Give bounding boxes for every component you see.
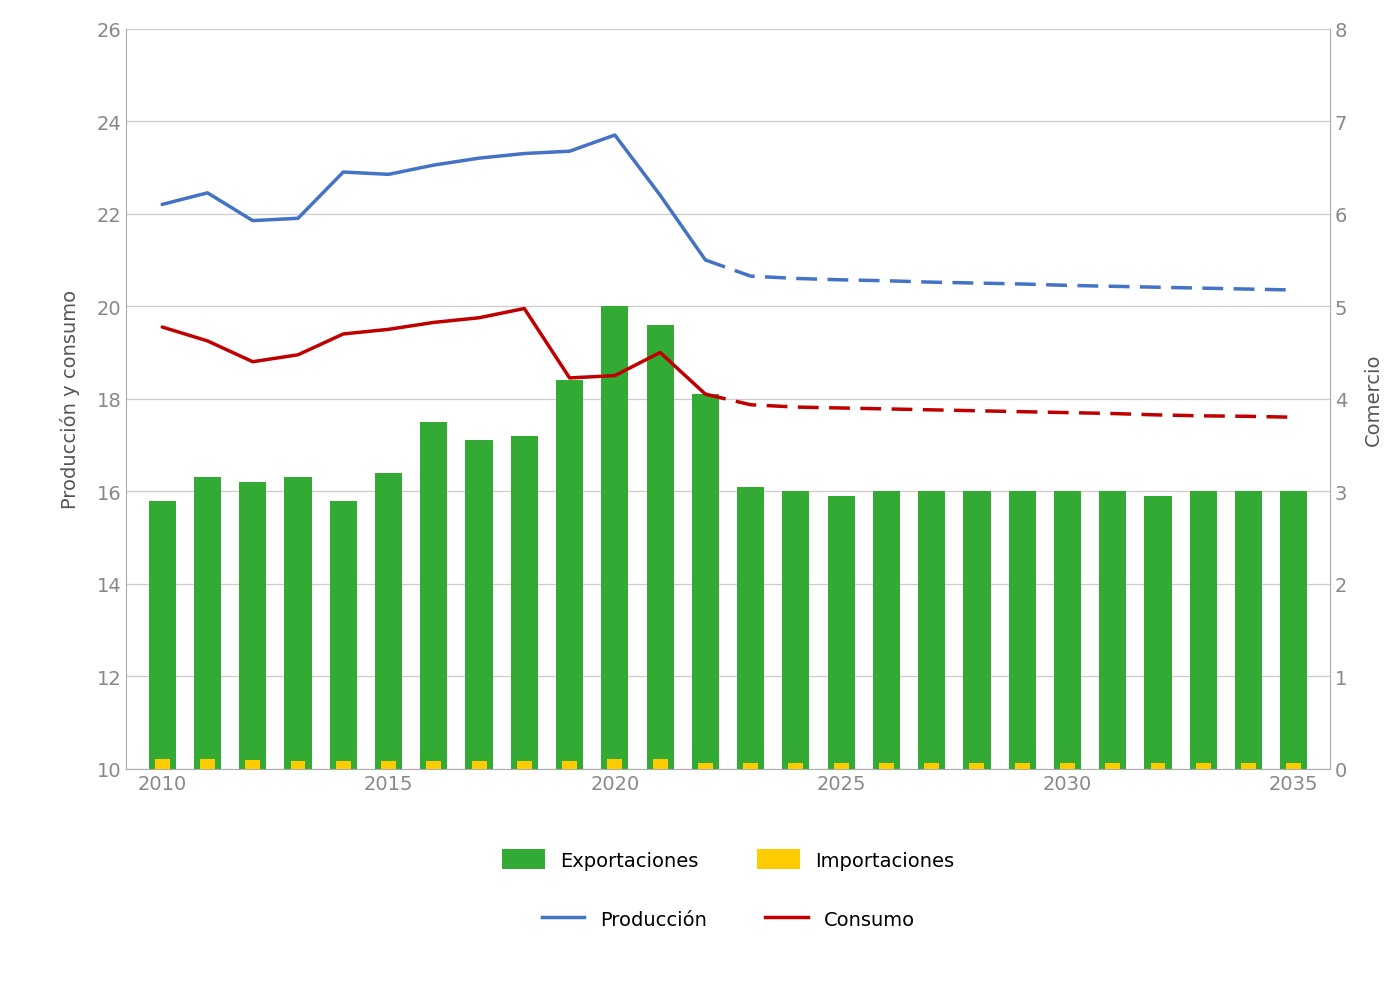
Bar <box>375 473 402 769</box>
Bar <box>647 325 673 769</box>
Bar <box>879 763 893 769</box>
Bar <box>511 437 538 769</box>
Bar <box>148 501 176 769</box>
Bar <box>284 478 312 769</box>
Bar <box>155 759 169 769</box>
Bar <box>1144 496 1172 769</box>
Bar <box>1235 492 1263 769</box>
Bar <box>1287 763 1301 769</box>
Bar <box>1054 492 1081 769</box>
Bar <box>788 763 804 769</box>
Bar <box>517 761 532 769</box>
Bar <box>556 381 584 769</box>
Bar <box>427 761 441 769</box>
Bar <box>381 761 396 769</box>
Bar <box>652 759 668 769</box>
Y-axis label: Producción y consumo: Producción y consumo <box>60 290 80 509</box>
Bar <box>291 761 305 769</box>
Bar <box>200 759 216 769</box>
Bar <box>1196 763 1211 769</box>
Bar <box>1105 763 1120 769</box>
Bar <box>743 763 759 769</box>
Bar <box>699 763 713 769</box>
Bar <box>601 307 629 769</box>
Bar <box>193 478 221 769</box>
Bar <box>1280 492 1308 769</box>
Bar <box>969 763 984 769</box>
Bar <box>872 492 900 769</box>
Bar <box>1008 492 1036 769</box>
Bar <box>963 492 991 769</box>
Bar <box>336 761 351 769</box>
Bar <box>833 763 848 769</box>
Bar <box>420 422 448 769</box>
Bar <box>692 394 720 769</box>
Bar <box>1151 763 1165 769</box>
Bar <box>783 492 809 769</box>
Bar <box>563 761 577 769</box>
Bar <box>239 482 266 769</box>
Bar <box>1190 492 1217 769</box>
Bar <box>1015 763 1029 769</box>
Bar <box>1099 492 1127 769</box>
Bar <box>472 761 487 769</box>
Bar <box>608 759 623 769</box>
Bar <box>1240 763 1256 769</box>
Bar <box>245 760 260 769</box>
Y-axis label: Comercio: Comercio <box>1364 353 1383 446</box>
Legend: Producción, Consumo: Producción, Consumo <box>533 901 923 937</box>
Bar <box>918 492 945 769</box>
Bar <box>329 501 357 769</box>
Bar <box>465 441 493 769</box>
Bar <box>827 496 855 769</box>
Bar <box>1060 763 1075 769</box>
Bar <box>924 763 939 769</box>
Bar <box>736 487 764 769</box>
